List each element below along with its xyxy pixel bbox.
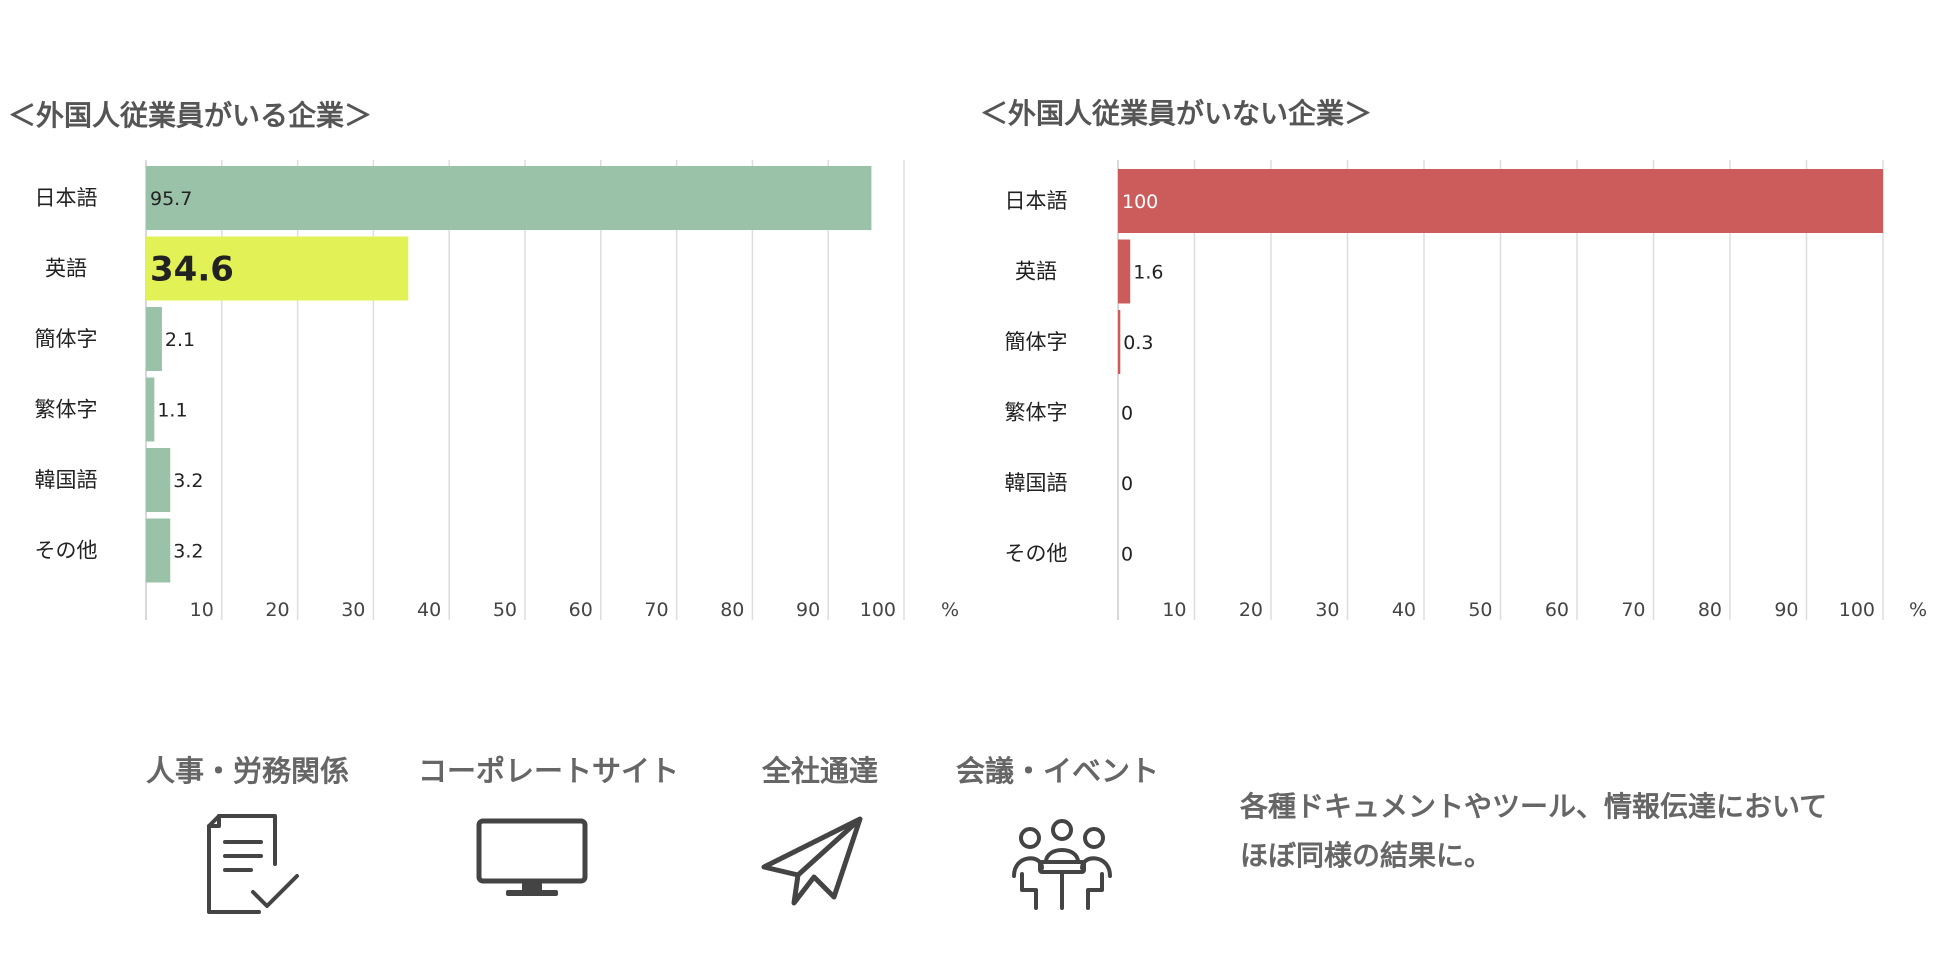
x-tick-label: 80: [1698, 599, 1722, 621]
x-tick-label: 60: [1545, 599, 1569, 621]
category-label: 韓国語: [35, 468, 98, 492]
bar: [146, 166, 872, 230]
chart-title-without-foreign: ＜外国人従業員がいない企業＞: [980, 97, 1373, 130]
bar: [146, 307, 162, 371]
x-tick-label: 10: [190, 599, 214, 621]
bar: [1118, 169, 1883, 233]
x-tick-label: 90: [796, 599, 820, 621]
summary-line-1: 各種ドキュメントやツール、情報伝達において: [1240, 790, 1828, 823]
unit-label: %: [1909, 599, 1927, 621]
x-tick-label: 100: [1839, 599, 1875, 621]
x-tick-label: 60: [569, 599, 593, 621]
bar: [146, 236, 409, 301]
icon-label-corporate-site: コーポレートサイト: [418, 754, 680, 788]
summary-text: 各種ドキュメントやツール、情報伝達において ほぼ同様の結果に。: [1240, 782, 1920, 880]
bar: [146, 518, 171, 583]
bar: [1118, 239, 1131, 304]
data-label: 3.2: [173, 541, 203, 563]
x-tick-label: 80: [720, 599, 744, 621]
bar: [146, 448, 171, 512]
data-label: 95.7: [150, 188, 192, 210]
x-tick-label: 20: [265, 599, 289, 621]
bar-chart-without-foreign: 10 20 30 40 50 60 70 80 90 100 % 日本語 100 英語 1.6 簡体字 0.3 繁…: [1005, 160, 1927, 621]
bar: [1118, 310, 1121, 374]
data-label: 34.6: [150, 250, 234, 290]
data-label: 1.6: [1133, 262, 1163, 284]
category-label: 英語: [45, 257, 87, 281]
document-check-icon: [207, 814, 299, 914]
x-tick-label: 100: [860, 599, 896, 621]
x-tick-label: 50: [493, 599, 517, 621]
category-label: その他: [1005, 542, 1068, 566]
x-tick-label: 30: [1315, 599, 1339, 621]
paper-plane-icon: [761, 816, 863, 906]
data-label: 100: [1122, 191, 1158, 213]
x-tick-label: 40: [1392, 599, 1416, 621]
category-label: 英語: [1015, 260, 1057, 284]
category-label: 繁体字: [1005, 401, 1068, 425]
category-label: 繁体字: [35, 398, 98, 422]
icon-label-hr: 人事・労務関係: [146, 754, 350, 788]
data-label: 0: [1121, 403, 1133, 425]
category-label: 簡体字: [35, 327, 98, 351]
bar-chart-with-foreign: 10 20 30 40 50 60 70 80 90 100 % 日本語 95.7 英語 34.6 簡体字 2.…: [35, 160, 959, 621]
category-label: 日本語: [35, 186, 98, 210]
category-label: 簡体字: [1005, 330, 1068, 354]
category-label: 日本語: [1005, 189, 1068, 213]
icon-label-meeting: 会議・イベント: [956, 754, 1160, 788]
data-label: 0: [1121, 544, 1133, 566]
data-label: 3.2: [173, 470, 203, 492]
summary-line-2: ほぼ同様の結果に。: [1240, 839, 1493, 872]
data-label: 0.3: [1123, 332, 1153, 354]
bar: [146, 377, 155, 442]
icon-label-notice: 全社通達: [762, 754, 879, 788]
x-tick-label: 10: [1162, 599, 1186, 621]
chart-title-with-foreign: ＜外国人従業員がいる企業＞: [8, 99, 373, 132]
meeting-icon: [1012, 819, 1112, 910]
category-label: その他: [35, 539, 98, 563]
unit-label: %: [941, 599, 959, 621]
category-label: 韓国語: [1005, 471, 1068, 495]
x-tick-label: 50: [1468, 599, 1492, 621]
data-label: 2.1: [165, 329, 195, 351]
x-tick-label: 20: [1239, 599, 1263, 621]
x-tick-label: 70: [1621, 599, 1645, 621]
data-label: 0: [1121, 473, 1133, 495]
monitor-icon: [476, 818, 588, 896]
x-tick-label: 70: [644, 599, 668, 621]
x-tick-label: 90: [1774, 599, 1798, 621]
x-tick-label: 30: [341, 599, 365, 621]
x-tick-label: 40: [417, 599, 441, 621]
data-label: 1.1: [157, 400, 187, 422]
